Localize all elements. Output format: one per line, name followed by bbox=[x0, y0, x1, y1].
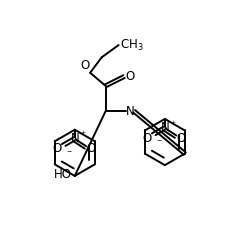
Text: $^-$: $^-$ bbox=[65, 148, 73, 157]
Text: O: O bbox=[126, 70, 135, 83]
Text: N: N bbox=[70, 132, 79, 145]
Text: O: O bbox=[143, 132, 152, 145]
Text: N: N bbox=[126, 105, 135, 118]
Text: CH$_3$: CH$_3$ bbox=[120, 37, 144, 53]
Text: N: N bbox=[160, 121, 169, 134]
Text: $^+$: $^+$ bbox=[79, 130, 87, 139]
Text: O: O bbox=[80, 59, 89, 72]
Text: O: O bbox=[86, 143, 96, 155]
Text: O: O bbox=[176, 132, 186, 145]
Text: O: O bbox=[52, 143, 62, 155]
Text: $^+$: $^+$ bbox=[169, 119, 177, 128]
Text: $^-$: $^-$ bbox=[155, 137, 163, 146]
Text: HO: HO bbox=[54, 168, 72, 181]
